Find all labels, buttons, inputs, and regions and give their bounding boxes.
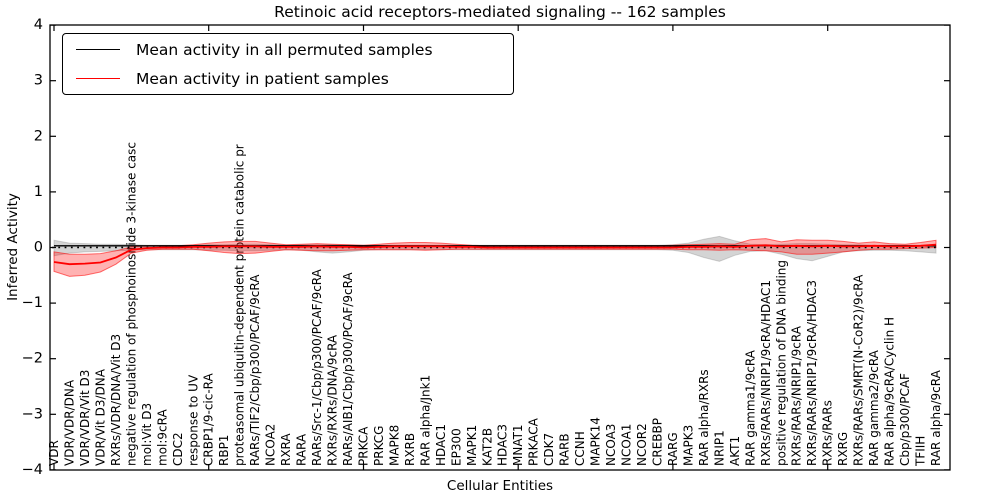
x-category-label: NCOR2 [635, 423, 649, 466]
x-category-label: TFIIH [914, 436, 928, 467]
x-category-label: RARG [666, 432, 680, 466]
x-axis-label: Cellular Entities [446, 478, 554, 494]
x-category-label: RXRB [403, 433, 417, 466]
x-category-label: PRKCA [357, 426, 371, 466]
y-tick-label: 2 [34, 128, 43, 144]
x-category-label: RAR alpha/9cRA/Cyclin H [883, 317, 897, 466]
x-category-label: RXRs/VDR/DNA/Vit D3 [109, 334, 123, 466]
x-category-label: MAPK1 [465, 425, 479, 466]
x-category-label: KAT2B [480, 428, 494, 466]
x-category-label: RXRs/RARs/NRIP1/9cRA [790, 325, 804, 466]
y-tick-label: −2 [22, 351, 43, 367]
x-category-label: CREBBP [651, 418, 665, 466]
x-category-label: RAR gamma2/9cRA [867, 349, 881, 466]
x-category-label: mol:9cRA [155, 409, 169, 466]
x-category-label: response to UV [186, 374, 200, 466]
patient-range-band [53, 238, 937, 277]
x-category-label: negative regulation of phosphoinositide … [124, 142, 138, 466]
x-category-label: AKT1 [728, 436, 742, 466]
legend: Mean activity in all permuted samples Me… [62, 33, 514, 95]
x-category-label: CDK7 [542, 433, 556, 466]
x-category-label: MNAT1 [511, 424, 525, 466]
x-category-label: CDC2 [171, 432, 185, 466]
x-category-label: HDAC3 [496, 424, 510, 466]
x-category-label: RXRs/RARs/NRIP1/9cRA/HDAC3 [805, 280, 819, 466]
x-category-label: VDR [47, 440, 61, 466]
x-category-label: MAPK8 [387, 425, 401, 466]
x-category-label: mol:Vit D3 [140, 403, 154, 466]
x-category-label: RARs/TIF2/Cbp/p300/PCAF/9cRA [248, 274, 262, 466]
x-category-label: RXRs/RXRs/DNA/9cRA [326, 334, 340, 466]
y-tick-label: −1 [22, 295, 43, 311]
y-tick-label: 0 [34, 240, 43, 256]
x-category-label: MAPK14 [589, 417, 603, 466]
x-category-label: VDR/Vit D3/DNA [93, 368, 107, 466]
x-category-label: RXRs/RARs/SMRT(N-CoR2)/9cRA [852, 274, 866, 466]
y-tick-label: 3 [34, 73, 43, 89]
chart-title: Retinoic acid receptors-mediated signali… [274, 3, 726, 21]
legend-label-permuted: Mean activity in all permuted samples [136, 40, 433, 59]
patient-mean-line [53, 243, 937, 266]
x-category-label: RAR alpha/9cRA [929, 369, 943, 466]
x-category-label: RAR alpha/Jnk1 [418, 375, 432, 466]
y-tick-label: −4 [22, 462, 43, 478]
x-category-label: RARA [295, 433, 309, 466]
x-category-label: RXRG [836, 432, 850, 466]
x-category-label: RARs/Src-1/Cbp/p300/PCAF/9cRA [310, 268, 324, 466]
legend-item-permuted: Mean activity in all permuted samples [63, 36, 513, 63]
x-category-label: VDR/VDR/DNA [63, 379, 77, 466]
y-tick-label: 1 [34, 184, 43, 200]
x-category-label: RARB [558, 433, 572, 466]
y-tick-label: 4 [34, 17, 43, 33]
y-tick-label: −3 [22, 406, 43, 422]
x-category-label: PRKCG [372, 426, 386, 466]
x-category-label: positive regulation of DNA binding [774, 260, 788, 466]
x-category-label: PRKACA [527, 417, 541, 466]
x-category-label: NCOA2 [264, 424, 278, 466]
x-category-label: NCOA3 [604, 424, 618, 466]
legend-label-patient: Mean activity in patient samples [136, 69, 389, 88]
x-category-label: RXRs/RARs [821, 400, 835, 466]
x-category-label: MAPK3 [681, 425, 695, 466]
x-category-label: RAR gamma1/9cRA [743, 349, 757, 466]
permuted-line-swatch-icon [76, 49, 120, 50]
x-category-label: RBP1 [217, 435, 231, 466]
x-category-label: NCOA1 [620, 424, 634, 466]
x-category-label: RXRs/RARs/NRIP1/9cRA/HDAC1 [759, 280, 773, 466]
x-category-label: CRBP1/9-cic-RA [202, 372, 216, 466]
x-category-label: proteasomal ubiquitin-dependent protein … [233, 144, 247, 466]
patient-line-swatch-icon [76, 78, 120, 79]
y-axis-label: Inferred Activity [5, 193, 21, 301]
x-category-label: HDAC1 [434, 424, 448, 466]
x-category-label: EP300 [449, 428, 463, 466]
x-category-label: VDR/VDR/Vit D3 [78, 370, 92, 466]
x-category-label: RARs/AIB1/Cbp/p300/PCAF/9cRA [341, 272, 355, 466]
x-category-label: NRIP1 [712, 430, 726, 466]
x-category-label: Cbp/p300/PCAF [898, 373, 912, 466]
legend-item-patient: Mean activity in patient samples [63, 65, 513, 92]
x-category-label: CCNH [573, 431, 587, 466]
x-category-label: RAR alpha/RXRs [697, 369, 711, 466]
x-category-label: RXRA [279, 433, 293, 466]
